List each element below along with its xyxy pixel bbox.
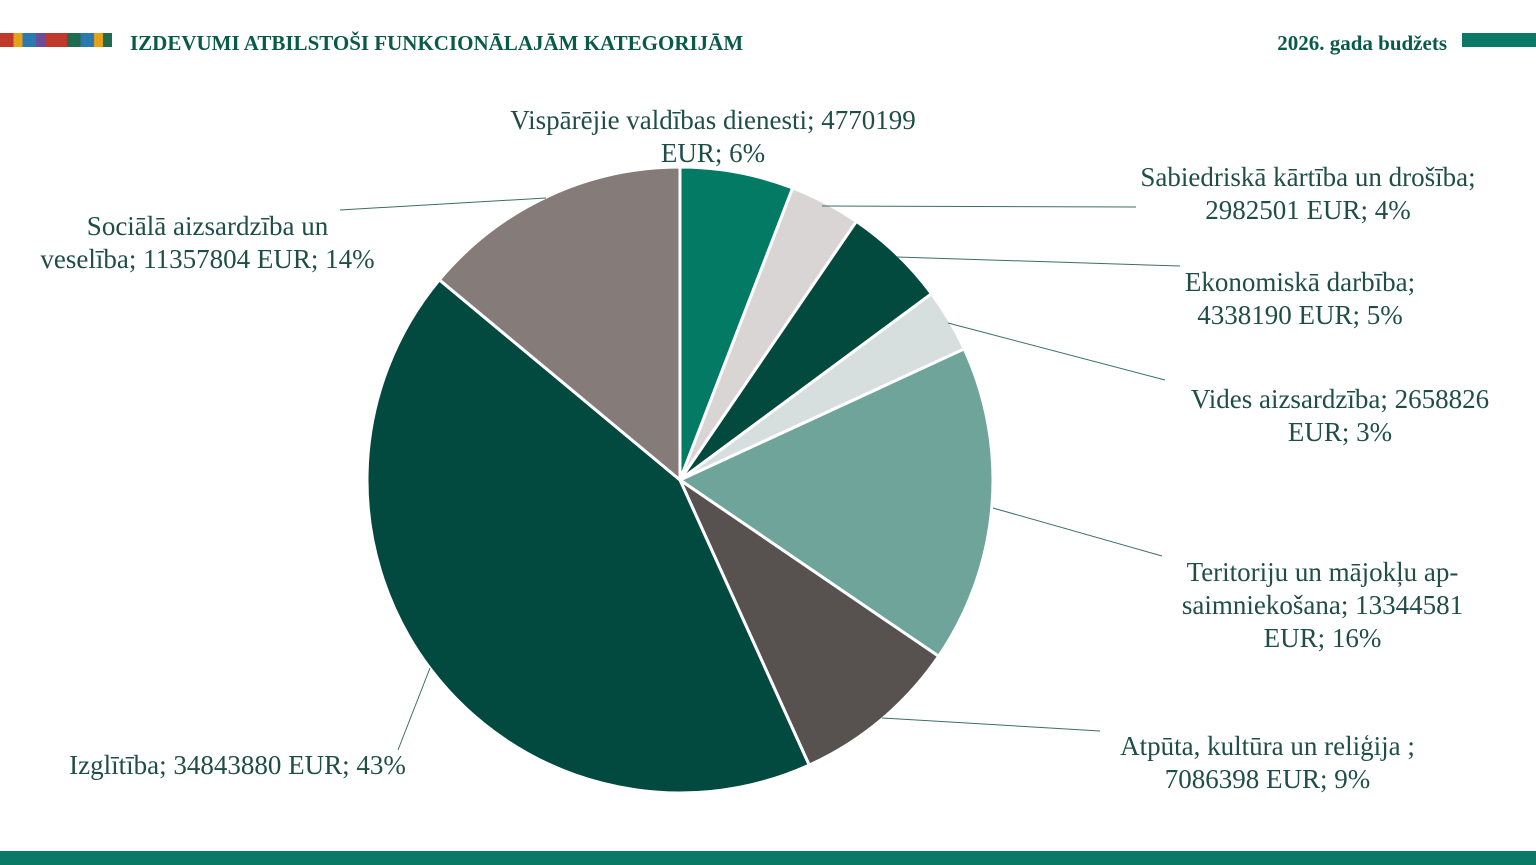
value-label: 4338190 EUR; 5% xyxy=(1197,300,1403,330)
value-label: 4770199 EUR; 6% xyxy=(660,105,916,168)
data-label: Teritoriju un mājokļu ap-saimniekošana; … xyxy=(1150,556,1495,655)
value-label: 2658826 EUR; 3% xyxy=(1287,384,1490,447)
color-stripe xyxy=(0,33,112,47)
value-label: 2982501 EUR; 4% xyxy=(1205,195,1411,225)
pie-slice xyxy=(676,346,995,659)
category-name: Izglītība; xyxy=(69,750,167,780)
pie-slice xyxy=(676,475,941,768)
value-label: 7086398 EUR; 9% xyxy=(1164,764,1371,794)
value-label: 11357804 EUR; 14% xyxy=(143,244,375,274)
value-label: 34843880 EUR; 43% xyxy=(173,750,406,780)
category-name: Atpūta, kultūra un reliģija ; xyxy=(1120,731,1415,761)
category-name: Ekonomiskā darbība; xyxy=(1184,267,1416,297)
title: IZDEVUMI ATBILSTOŠI FUNKCIONĀLAJĀM KATEG… xyxy=(130,31,744,55)
leader-line xyxy=(947,322,1166,381)
leader-line xyxy=(881,717,1101,732)
data-label: Vispārējie valdības dienesti; 4770199 EU… xyxy=(478,104,948,170)
data-label: Sabiedriskā kārtība un drošība; 2982501 … xyxy=(1128,161,1488,227)
budget-year: 2026. gada budžets xyxy=(1277,31,1447,55)
category-name: Sociālā aizsardzība un veselība; xyxy=(40,211,329,274)
leader-line xyxy=(992,507,1163,557)
leader-line xyxy=(821,205,1137,208)
value-label: 13344581 EUR; 16% xyxy=(1263,590,1464,653)
category-name: Sabiedriskā kārtība un drošība; xyxy=(1140,162,1476,192)
data-label: Atpūta, kultūra un reliģija ; 7086398 EU… xyxy=(1090,730,1445,796)
pie-slice xyxy=(365,277,812,795)
category-name: Vispārējie valdības dienesti; xyxy=(510,105,815,135)
data-label: Vides aizsardzība; 2658826 EUR; 3% xyxy=(1160,383,1520,449)
leader-line xyxy=(397,667,431,751)
category-name: Teritoriju un mājokļu ap-saimniekošana; xyxy=(1181,557,1459,620)
footer-bar xyxy=(0,851,1536,865)
leader-line xyxy=(339,197,547,211)
leader-line xyxy=(896,256,1181,267)
data-label: Ekonomiskā darbība; 4338190 EUR; 5% xyxy=(1150,266,1450,332)
data-label: Izglītība; 34843880 EUR; 43% xyxy=(60,749,415,782)
pie-slice xyxy=(437,165,682,484)
category-name: Vides aizsardzība; xyxy=(1190,384,1388,414)
header-bar xyxy=(1462,33,1536,47)
data-label: Sociālā aizsardzība un veselība; 1135780… xyxy=(40,210,375,276)
